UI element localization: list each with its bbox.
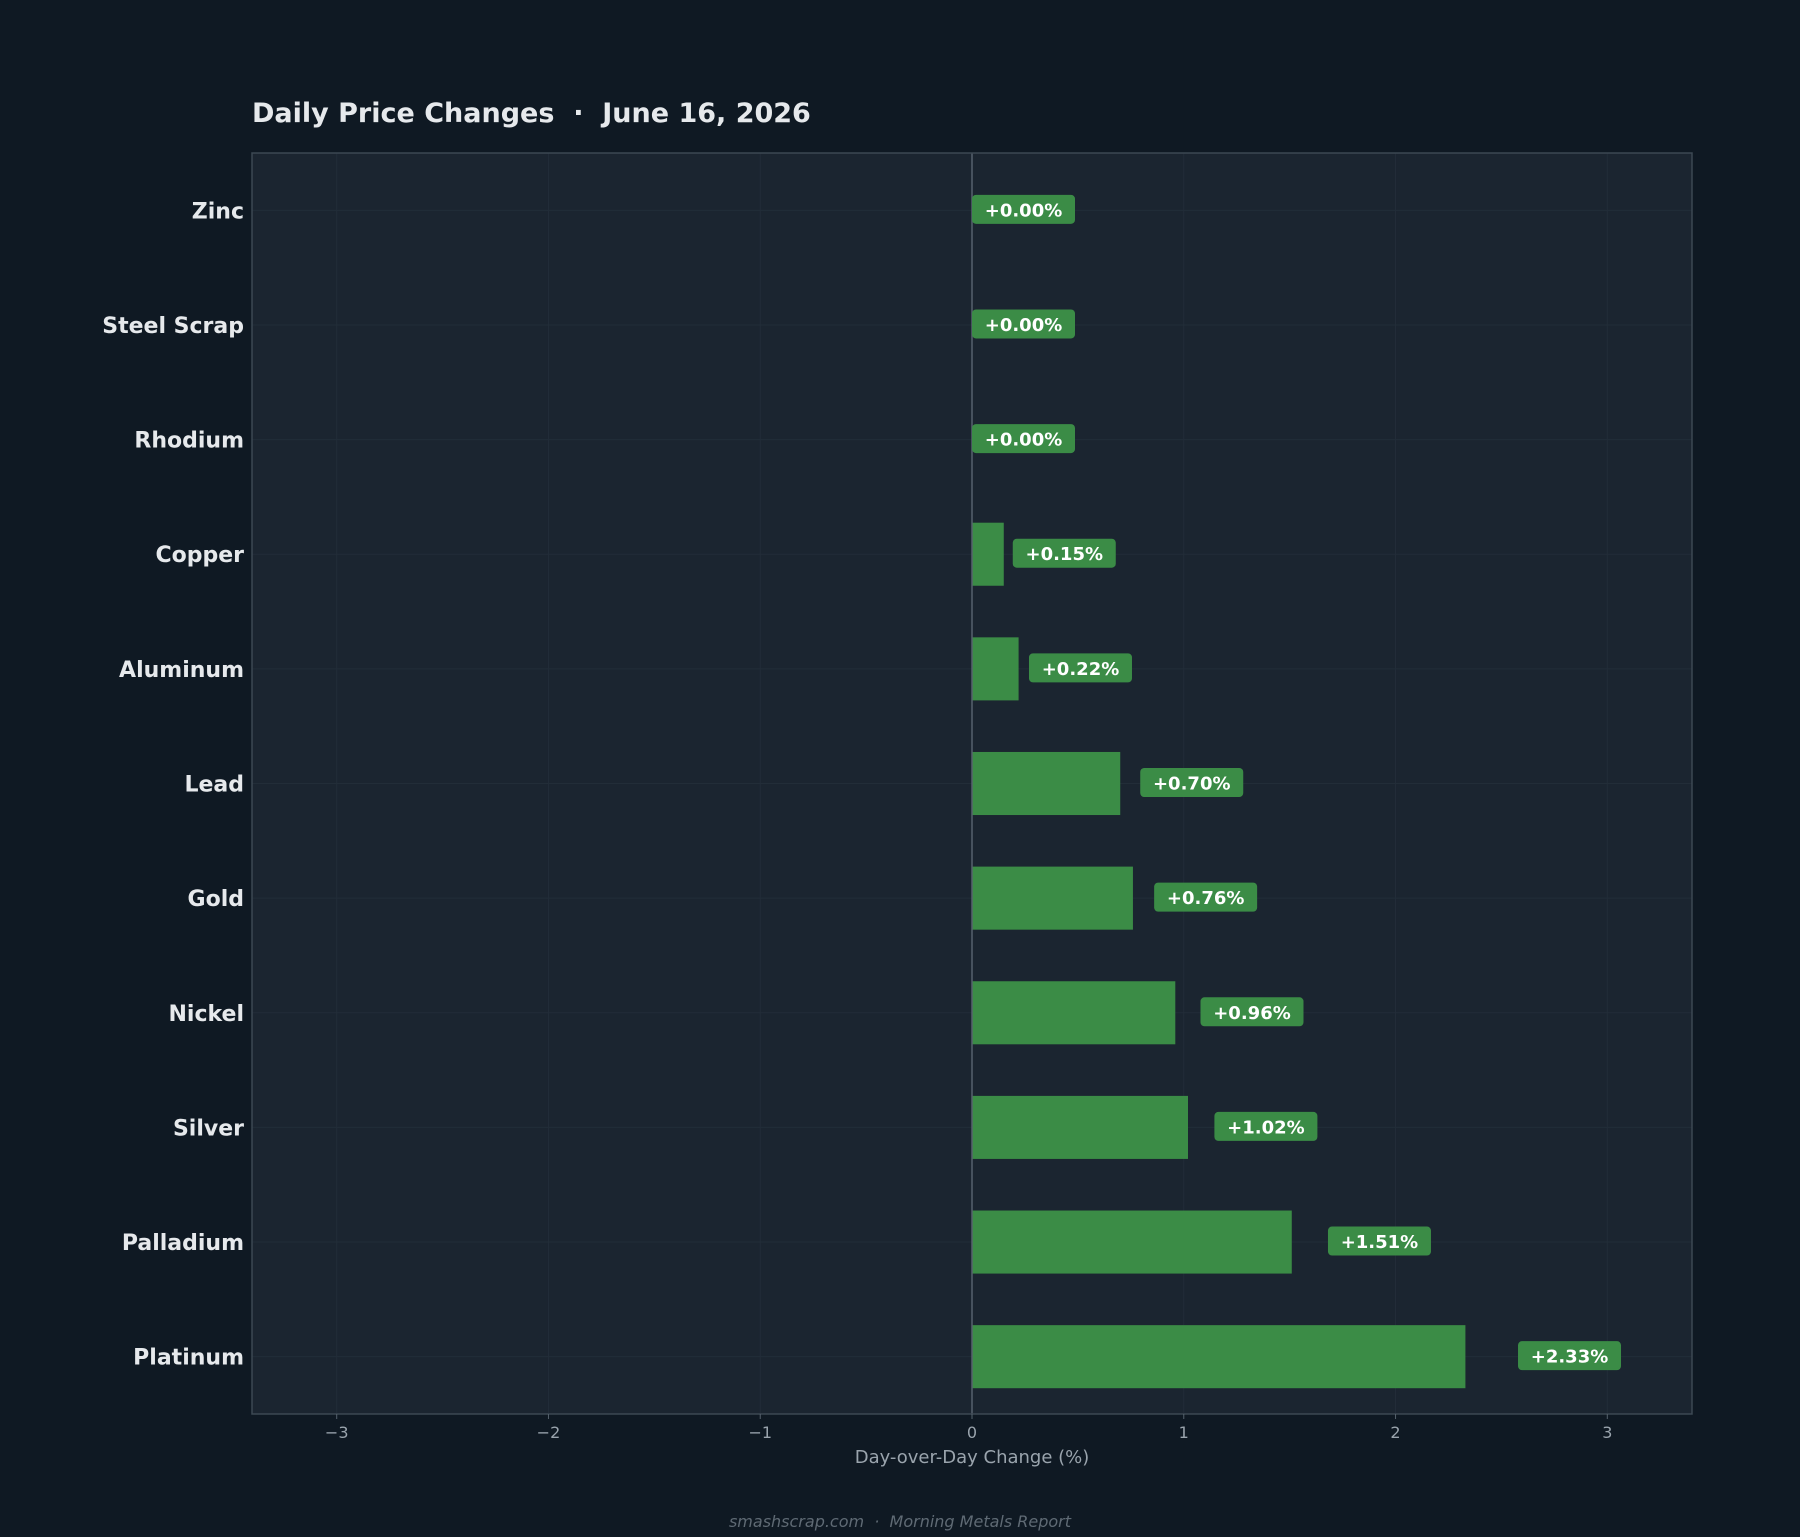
category-label: Zinc [192, 199, 244, 224]
x-axis-title: Day-over-Day Change (%) [855, 1447, 1090, 1468]
x-tick-label: −1 [748, 1423, 772, 1442]
value-label: +0.96% [1213, 1003, 1291, 1024]
value-badge-rhodium: +0.00% [972, 424, 1075, 454]
value-badge-steel-scrap: +0.00% [972, 309, 1075, 339]
x-tick-label: 2 [1390, 1423, 1400, 1442]
value-badge-aluminum: +0.22% [1028, 653, 1132, 683]
value-badge-bg [1214, 1111, 1318, 1141]
category-label: Lead [184, 773, 244, 798]
value-label: +1.02% [1227, 1117, 1305, 1138]
value-badge-bg [972, 194, 1075, 224]
value-badge-palladium: +1.51% [1327, 1226, 1431, 1256]
category-label: Steel Scrap [102, 314, 244, 339]
category-label: Nickel [169, 1002, 245, 1027]
category-label: Palladium [122, 1231, 244, 1256]
value-label: +0.00% [985, 315, 1063, 336]
bar-copper [972, 522, 1004, 586]
value-label: +0.15% [1025, 544, 1103, 565]
bar-silver [972, 1095, 1188, 1159]
bar-platinum [972, 1325, 1466, 1389]
chart-title: Daily Price Changes · June 16, 2026 [252, 98, 811, 129]
value-label: +2.33% [1531, 1347, 1609, 1368]
value-badge-bg [972, 424, 1075, 454]
category-label: Copper [155, 543, 244, 568]
x-tick-label: −2 [537, 1423, 561, 1442]
value-label: +0.00% [985, 200, 1063, 221]
value-badge-bg [1028, 653, 1132, 683]
value-label: +0.00% [985, 430, 1063, 451]
bar-nickel [972, 981, 1176, 1045]
value-badge-copper: +0.15% [1012, 538, 1116, 568]
category-label: Rhodium [134, 429, 244, 454]
bar-palladium [972, 1210, 1292, 1274]
value-badge-zinc: +0.00% [972, 194, 1075, 224]
value-badge-bg [1140, 768, 1244, 797]
value-label: +0.76% [1167, 888, 1245, 909]
value-badge-bg [1327, 1226, 1431, 1256]
value-badge-gold: +0.76% [1154, 882, 1258, 912]
category-labels: Zinc Steel Scrap Rhodium Copper Aluminum Lead… [102, 199, 244, 1370]
value-badge-silver: +1.02% [1214, 1111, 1318, 1141]
value-badge-bg [1200, 997, 1304, 1027]
category-label: Aluminum [119, 658, 244, 683]
value-badge-lead: +0.70% [1140, 768, 1244, 797]
x-tick-label: 1 [1179, 1423, 1189, 1442]
value-label: +0.70% [1153, 774, 1231, 795]
bar-gold [972, 866, 1133, 930]
category-label: Gold [188, 887, 244, 912]
category-label: Platinum [133, 1346, 244, 1371]
value-badge-bg [1154, 882, 1258, 912]
value-badge-bg [1518, 1341, 1622, 1371]
value-badge-bg [972, 309, 1075, 339]
x-tick-label: 3 [1602, 1423, 1612, 1442]
value-label: +1.51% [1341, 1232, 1419, 1253]
value-label: +0.22% [1042, 659, 1120, 680]
category-label: Silver [173, 1116, 244, 1141]
value-badge-bg [1012, 538, 1116, 568]
x-tick-label: 0 [967, 1423, 977, 1442]
x-tick-label: −3 [325, 1423, 349, 1442]
bar-lead [972, 751, 1121, 816]
x-axis-ticks: −3 −2 −1 0 1 2 3 [325, 1414, 1612, 1442]
footer-text: smashscrap.com · Morning Metals Report [729, 1512, 1072, 1531]
value-labels: +0.00% +0.00% +0.00% +0.15% +0.22% +0.70% +0.7… [972, 194, 1622, 1371]
bars [972, 522, 1466, 1389]
value-badge-platinum: +2.33% [1518, 1341, 1622, 1371]
value-badge-nickel: +0.96% [1200, 997, 1304, 1027]
bar-aluminum [972, 637, 1019, 701]
